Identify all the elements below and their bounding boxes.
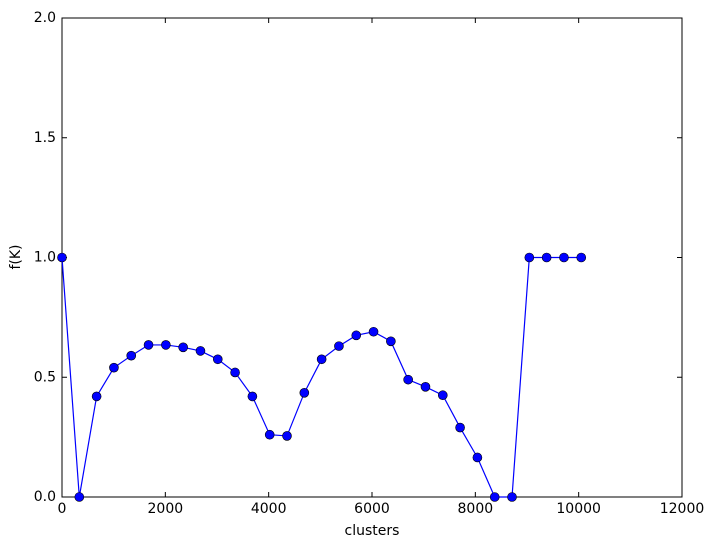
point [161,340,171,350]
point [264,429,275,440]
line [61,256,582,498]
y-tick-label: 1.5 [34,130,56,146]
y-axis-label: f(K) [8,244,24,269]
plot-frame [61,17,683,498]
point [247,391,258,402]
point [437,390,448,401]
x-tick-label: 8000 [458,501,494,517]
point [109,362,119,373]
x-tick-label: 12000 [660,501,705,517]
x-tick-label: 10000 [556,501,601,517]
x-tick-label: 2000 [148,501,184,517]
point [212,354,223,365]
point [507,492,517,502]
point [368,326,379,337]
point [178,342,188,353]
point [489,492,500,502]
y-tick-label: 1.0 [34,250,56,266]
y-tick-label: 0.5 [34,369,56,385]
point [74,492,85,502]
point [143,340,154,350]
point [403,374,413,385]
x-tick-label: 4000 [251,501,287,517]
point [195,346,206,356]
point [299,388,310,398]
point [576,252,587,263]
x-axis-label: clusters [345,523,400,539]
point [386,336,396,347]
point [455,422,465,433]
point [559,252,569,263]
point [472,452,483,463]
y-tick-label: 2.0 [34,10,56,26]
point [282,431,292,441]
point [420,382,431,392]
point [334,341,344,351]
x-tick-label: 0 [58,501,67,517]
y-tick-label: 0.0 [34,489,56,505]
point [91,391,102,402]
point [230,367,240,378]
point [316,354,327,365]
point [57,252,67,263]
point [524,252,535,263]
point [126,350,137,361]
point [351,330,362,341]
point [541,252,552,263]
x-tick-label: 6000 [354,501,390,517]
